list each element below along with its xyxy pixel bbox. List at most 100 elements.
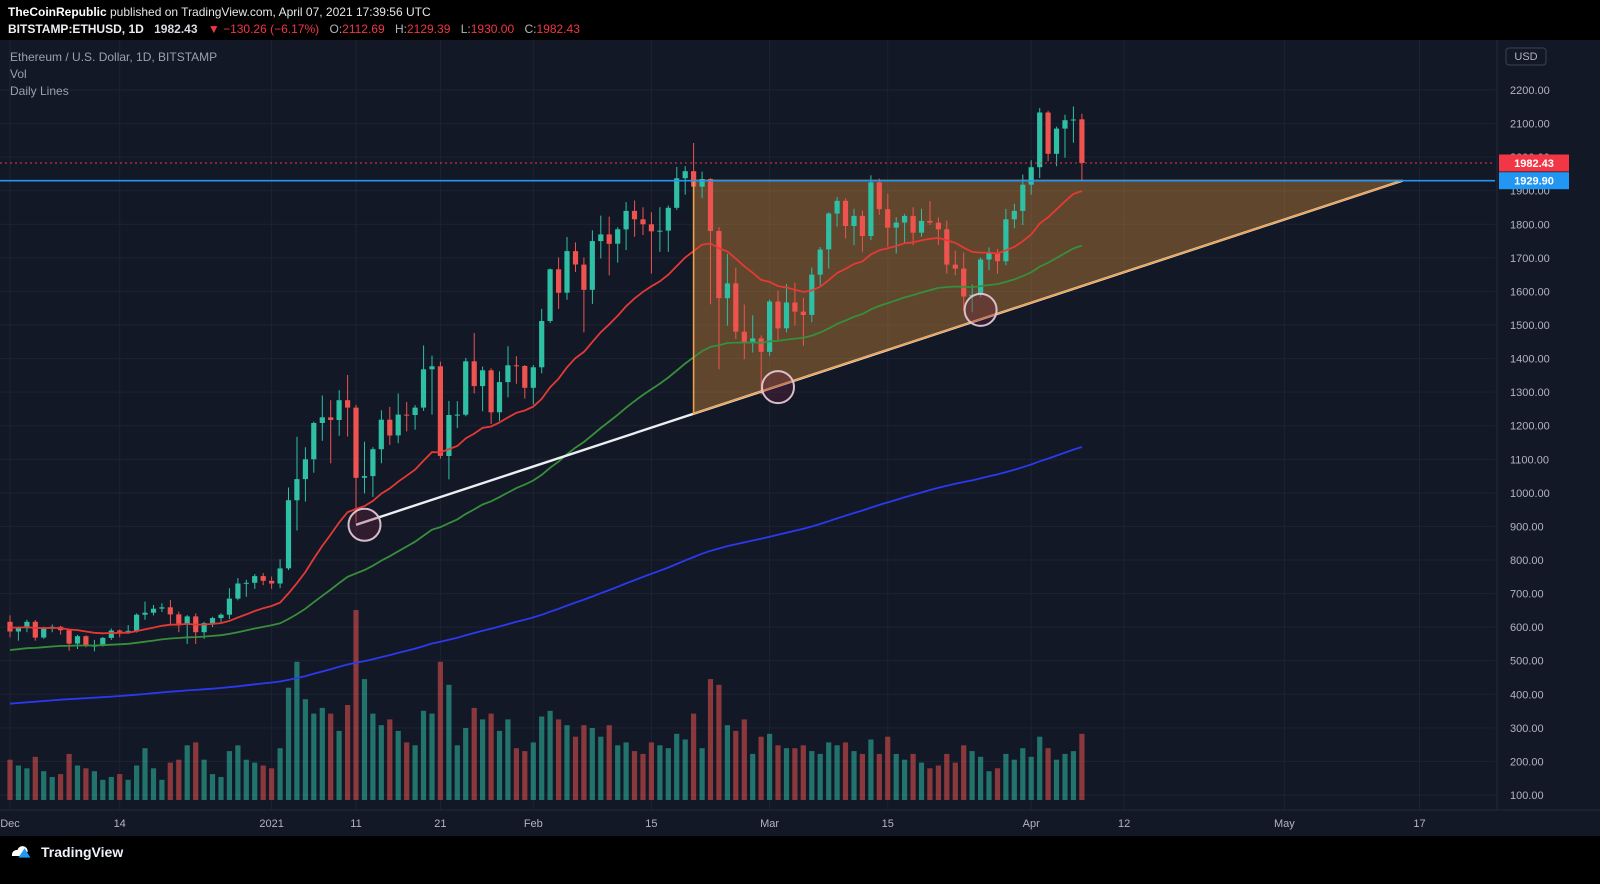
candlestick-series[interactable] [7,106,1085,652]
volume-bar [589,728,595,800]
volume-bar [260,765,266,800]
volume-bar [792,748,798,800]
svg-text:15: 15 [882,818,894,830]
volume-bar [615,745,621,800]
volume-bar [750,753,756,800]
volume-series [7,610,1085,800]
brand-name[interactable]: TradingView [41,844,124,860]
volume-bar [1079,733,1085,800]
svg-text:1929.90: 1929.90 [1514,176,1554,188]
volume-bar [581,725,587,800]
candle [218,614,224,619]
candle [454,414,460,416]
candle [1053,128,1060,154]
candle [767,301,773,352]
chart-legend: Ethereum / U.S. Dollar, 1D, BITSTAMP Vol… [10,50,217,98]
candle [74,636,81,644]
volume-bar [167,762,173,800]
volume-bar [631,751,638,800]
low-label: L: [460,22,471,36]
volume-bar [910,753,916,800]
candle [412,407,418,415]
volume-bar [285,687,292,800]
volume-bar [269,768,275,800]
volume-bar [657,745,663,800]
candle [167,607,173,615]
volume-bar [176,759,182,800]
svg-text:1100.00: 1100.00 [1510,454,1549,466]
svg-text:14: 14 [114,818,126,830]
volume-bar [927,768,933,800]
candle [716,231,722,299]
candle [741,331,747,344]
candle [463,361,469,415]
legend-daily-lines[interactable]: Daily Lines [10,84,69,98]
candle [32,621,38,638]
candle [885,209,891,228]
svg-text:400.00: 400.00 [1510,689,1544,701]
volume-bar [682,739,688,800]
volume-bar [699,748,705,800]
price-chart-svg[interactable]: 2200.002100.002000.001900.001800.001700.… [0,40,1600,836]
candle [775,301,781,329]
candle [345,400,351,408]
svg-text:100.00: 100.00 [1510,790,1544,802]
volume-bar [429,713,435,800]
volume-bar [83,768,89,800]
volume-bar [218,777,224,800]
candle [1079,119,1085,163]
candle [952,264,958,269]
volume-bar [336,730,342,800]
time-scale[interactable]: Dec 14 2021 11 21 Feb 15 Mar 15 Apr 12 May 17 [0,818,1425,830]
candle [319,417,325,423]
volume-bar [252,762,258,800]
volume-bar [1070,751,1076,800]
ma-mid-line[interactable] [9,244,1083,651]
candle [66,630,72,644]
volume-bar [530,742,536,800]
legend-volume[interactable]: Vol [10,67,27,81]
volume-bar [463,728,469,800]
candle [1045,112,1051,154]
candle [311,423,317,460]
candle [893,222,899,228]
volume-bar [496,730,503,800]
candle [201,623,207,633]
tradingview-logo-icon[interactable] [10,844,34,861]
candle [530,367,536,388]
candle [437,366,443,456]
volume-bar [184,745,190,800]
candle [269,580,275,584]
ma-fast-line[interactable] [9,190,1083,635]
candle [589,241,595,290]
candle [935,222,941,230]
volume-bar [994,768,1001,800]
volume-bar [665,748,671,800]
volume-bar [74,765,81,800]
volume-bar [986,771,992,800]
volume-bar [1053,759,1060,800]
ma-slow-line[interactable] [9,446,1083,705]
candle [859,215,865,236]
volume-bar [978,756,984,800]
price-change: ▼ −130.26 (−6.17%) [207,22,320,36]
candle [505,365,511,383]
symbol-title[interactable]: BITSTAMP:ETHUSD, 1D [8,22,144,36]
touch-circles[interactable] [347,292,998,542]
candle [682,171,688,179]
candle [556,269,562,293]
volume-bar [876,753,882,800]
candle [809,274,815,315]
low-value: 1930.00 [470,22,515,36]
candle [868,182,874,236]
candle [184,616,190,624]
price-scale[interactable]: 2200.002100.002000.001900.001800.001700.… [1510,85,1550,802]
legend-series-title[interactable]: Ethereum / U.S. Dollar, 1D, BITSTAMP [10,50,218,64]
chart-area[interactable]: 2200.002100.002000.001900.001800.001700.… [0,40,1600,836]
usd-unit-badge[interactable]: USD [1505,47,1547,66]
volume-bar [1062,753,1068,800]
candle [927,220,933,223]
svg-text:1400.00: 1400.00 [1510,354,1550,366]
publisher-name: TheCoinRepublic [8,5,107,19]
candle [564,251,570,293]
